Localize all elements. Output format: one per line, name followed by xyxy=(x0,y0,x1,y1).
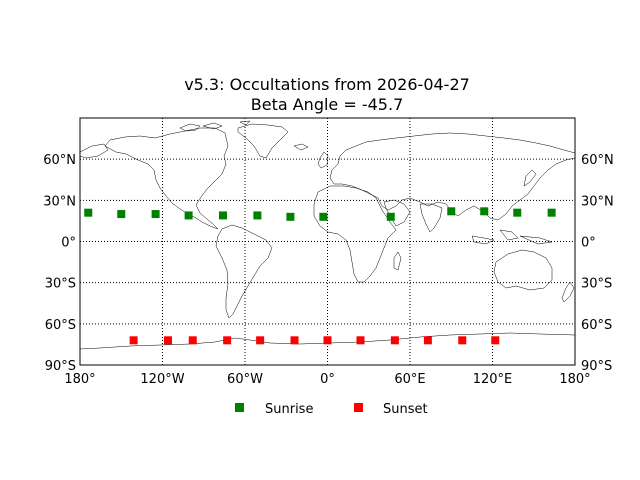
legend: Sunrise Sunset xyxy=(235,402,428,417)
x-tick-label: 180° xyxy=(559,372,590,387)
legend-sunset-swatch xyxy=(354,403,363,412)
x-tick-label: 0° xyxy=(320,372,335,387)
chart-subtitle: Beta Angle = -45.7 xyxy=(251,95,404,114)
sunset-marker xyxy=(189,336,197,344)
y-tick-label-left: 60°N xyxy=(43,153,76,168)
sunrise-marker xyxy=(185,211,193,219)
sunrise-marker xyxy=(513,209,521,217)
x-tick-label: 60°E xyxy=(394,372,425,387)
legend-sunset-label: Sunset xyxy=(383,402,428,417)
chart-title: v5.3: Occultations from 2026-04-27 xyxy=(184,75,470,94)
x-tick-label: 120°E xyxy=(473,372,513,387)
sunrise-marker xyxy=(152,210,160,218)
y-tick-label-right: 60°S xyxy=(581,318,612,333)
legend-sunrise-swatch xyxy=(235,403,244,412)
y-tick-label-right: 90°S xyxy=(581,359,612,374)
x-tick-label: 120°W xyxy=(140,372,184,387)
sunrise-marker xyxy=(286,213,294,221)
sunrise-marker xyxy=(117,210,125,218)
sunrise-marker xyxy=(387,213,395,221)
sunset-marker xyxy=(164,336,172,344)
sunset-marker xyxy=(357,336,365,344)
sunset-marker xyxy=(291,336,299,344)
sunset-marker xyxy=(324,336,332,344)
sunset-marker xyxy=(424,336,432,344)
y-tick-label-right: 60°N xyxy=(581,153,614,168)
sunset-marker xyxy=(491,336,499,344)
x-tick-label: 180° xyxy=(64,372,95,387)
sunset-marker xyxy=(130,336,138,344)
longitude-tick-labels: 180° 120°W 60°W 0° 60°E 120°E 180° xyxy=(64,372,590,387)
map-plot-area xyxy=(80,118,575,365)
legend-sunrise-label: Sunrise xyxy=(265,402,313,417)
y-tick-label-right: 0° xyxy=(581,236,596,251)
y-tick-label-left: 90°S xyxy=(45,359,76,374)
sunrise-marker xyxy=(253,211,261,219)
x-tick-label: 60°W xyxy=(227,372,263,387)
sunrise-marker xyxy=(480,207,488,215)
sunrise-marker xyxy=(84,209,92,217)
sunrise-marker xyxy=(319,213,327,221)
y-tick-label-right: 30°N xyxy=(581,194,614,209)
y-tick-label-left: 60°S xyxy=(45,318,76,333)
sunset-marker xyxy=(458,336,466,344)
sunset-marker xyxy=(223,336,231,344)
sunrise-marker xyxy=(447,207,455,215)
y-tick-label-right: 30°S xyxy=(581,277,612,292)
sunrise-marker xyxy=(548,209,556,217)
sunset-marker xyxy=(391,336,399,344)
sunset-marker xyxy=(256,336,264,344)
sunrise-marker xyxy=(219,211,227,219)
y-tick-label-left: 30°S xyxy=(45,277,76,292)
y-tick-label-left: 30°N xyxy=(43,194,76,209)
y-tick-label-left: 0° xyxy=(61,236,76,251)
